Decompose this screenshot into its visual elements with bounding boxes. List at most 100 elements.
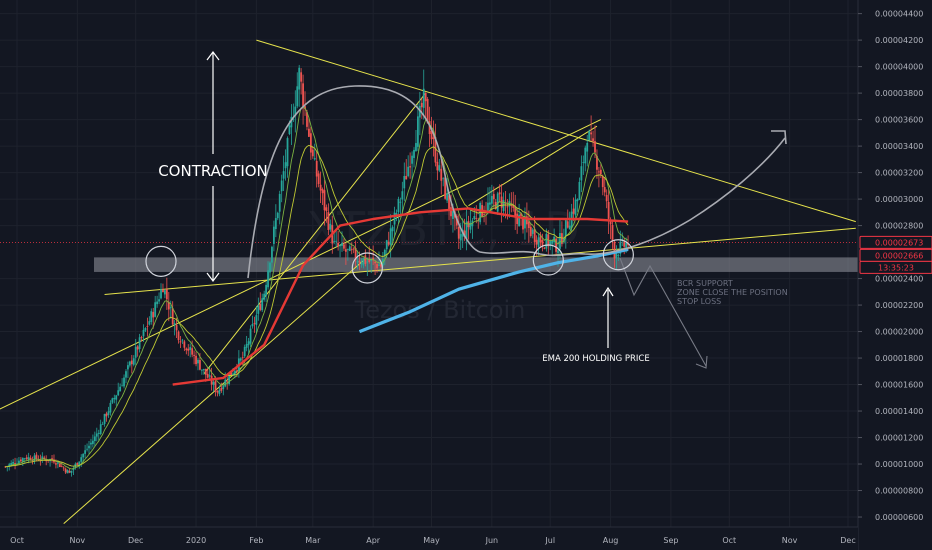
candle-body <box>327 212 330 230</box>
candle-body <box>426 98 429 124</box>
price-tick-label: 0.00000800 <box>875 487 923 496</box>
candle-body <box>489 202 491 205</box>
trendline[interactable] <box>104 227 856 295</box>
candle-body <box>599 169 602 175</box>
candle-body <box>366 261 369 263</box>
time-tick-label: Dec <box>840 536 855 545</box>
drawings <box>145 51 787 369</box>
candle-body <box>284 162 287 169</box>
candle-body <box>337 242 340 247</box>
candle-body <box>374 261 376 264</box>
candle-body <box>597 171 600 173</box>
candle-body <box>448 195 450 210</box>
price-tick-label: 0.00001400 <box>875 407 923 416</box>
candle-body <box>372 257 375 261</box>
candle-body <box>212 382 215 385</box>
support-circle <box>532 244 564 276</box>
candle-body <box>119 386 122 392</box>
candle-body <box>146 325 149 327</box>
ema-fast-line <box>5 107 629 470</box>
candle-body <box>142 329 145 337</box>
trendline[interactable] <box>63 258 366 525</box>
candle-body <box>179 341 182 343</box>
time-tick-label: Nov <box>782 536 798 545</box>
projection-arc <box>247 85 786 279</box>
arrow-head-down <box>206 272 220 282</box>
price-tick-label: 0.00003200 <box>875 169 923 178</box>
trendline[interactable] <box>256 39 856 223</box>
price-tick-label: 0.00004400 <box>875 10 923 19</box>
candle-body <box>140 337 143 338</box>
candle-body <box>241 357 244 359</box>
candle-body <box>56 462 59 464</box>
candle-body <box>290 116 293 128</box>
candle-body <box>529 227 532 236</box>
candle-body <box>144 328 147 331</box>
candle-body <box>247 341 250 346</box>
candle-body <box>409 166 412 168</box>
candle-body <box>370 259 373 261</box>
candle-body <box>195 355 197 365</box>
candle-body <box>41 456 44 460</box>
candle-body <box>200 369 203 371</box>
candle-body <box>148 321 151 325</box>
drop-arrow-head <box>695 355 708 369</box>
candle-body <box>33 455 36 462</box>
candle-body <box>407 166 410 177</box>
candle-body <box>502 200 505 212</box>
candle-body <box>323 190 326 211</box>
bcr-label-3: STOP LOSS <box>677 297 721 306</box>
candle-body <box>97 432 100 434</box>
candle-body <box>527 221 530 229</box>
candle-body <box>35 454 38 459</box>
candle-body <box>286 138 289 167</box>
candle-body <box>70 470 73 473</box>
candle-body <box>117 390 120 396</box>
candle-body <box>395 213 398 215</box>
candle-body <box>189 347 192 350</box>
drop-path <box>619 257 707 367</box>
price-marker-label: 0.00002666 <box>875 251 923 260</box>
price-tick-label: 0.00001600 <box>875 381 923 390</box>
candle-body <box>306 112 308 127</box>
candle-body <box>376 264 378 269</box>
candle-body <box>80 457 83 462</box>
candle-body <box>12 461 15 464</box>
candle-body <box>267 270 269 288</box>
candle-body <box>411 155 413 164</box>
candle-body <box>27 457 30 460</box>
moving-averages <box>5 107 629 470</box>
candle-body <box>101 424 104 425</box>
candle-body <box>265 284 268 296</box>
candle-body <box>588 131 591 141</box>
candle-body <box>397 199 400 213</box>
candle-body <box>315 160 318 177</box>
candle-body <box>498 192 501 195</box>
candle-body <box>413 149 415 158</box>
candle-body <box>220 387 223 391</box>
candle-body <box>232 373 234 376</box>
trendline[interactable] <box>0 119 602 411</box>
subtitle-watermark: Tezos / Bitcoin <box>354 296 526 324</box>
candle-body <box>29 457 32 461</box>
candle-body <box>520 213 522 216</box>
candle-body <box>601 176 604 188</box>
candle-body <box>617 255 620 256</box>
candle-body <box>76 462 79 465</box>
time-tick-label: Dec <box>128 536 143 545</box>
candle-body <box>611 225 614 241</box>
candle-body <box>457 227 460 239</box>
candle-body <box>253 322 256 324</box>
candle-body <box>514 206 517 216</box>
trendline[interactable] <box>203 92 427 375</box>
candle-body <box>364 255 367 264</box>
candle-body <box>333 241 336 242</box>
candle-body <box>543 247 546 249</box>
candle-body <box>167 301 170 310</box>
candle-body <box>271 246 273 263</box>
candle-body <box>95 433 98 437</box>
candle-body <box>619 241 622 254</box>
candle-body <box>321 189 324 194</box>
candle-body <box>405 175 408 180</box>
